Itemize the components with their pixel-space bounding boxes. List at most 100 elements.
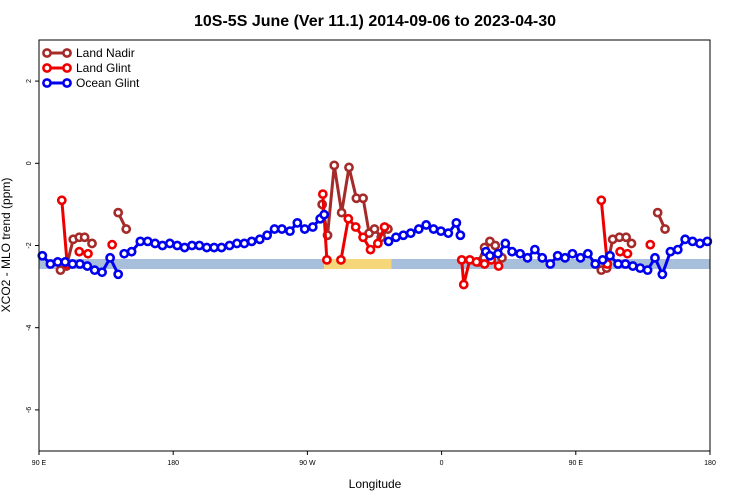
series-0-point xyxy=(626,238,637,249)
series-2-point xyxy=(443,228,454,239)
y-axis-label: XCO2 - MLO trend (ppm) xyxy=(0,178,13,313)
series-1-line-0 xyxy=(60,200,69,265)
series-2-point xyxy=(702,236,713,247)
series-2-point xyxy=(216,242,227,253)
series-1-point xyxy=(622,248,633,259)
series-2-point xyxy=(567,248,578,259)
series-1-point xyxy=(458,279,469,290)
series-2-point xyxy=(246,236,257,247)
series-2-point xyxy=(642,265,653,276)
series-1-line-3 xyxy=(321,194,329,260)
x-tick-label-1: 180 xyxy=(167,460,179,467)
series-2-point xyxy=(451,217,462,228)
series-2 xyxy=(37,209,713,280)
legend-marker-0 xyxy=(62,48,72,58)
series-2-point xyxy=(105,252,116,263)
series-2-point xyxy=(657,269,668,280)
series-0-point xyxy=(336,207,347,218)
x-axis: 90 E 180 90 W 0 90 E 180 xyxy=(32,451,716,467)
series-0-point xyxy=(490,240,501,251)
series-2-point xyxy=(500,238,511,249)
series-1-point xyxy=(365,244,376,255)
series-2-point xyxy=(113,269,124,280)
series-2-point xyxy=(307,222,318,232)
y-tick-label-3: 0 xyxy=(26,161,33,165)
series-1-point xyxy=(83,248,93,259)
series-1-point xyxy=(379,222,390,232)
series-1-point xyxy=(350,222,361,232)
series-0-point xyxy=(121,224,132,234)
series-2-point xyxy=(582,248,593,259)
series-1-point xyxy=(336,254,346,265)
series-2-point xyxy=(590,259,601,269)
plot-series xyxy=(37,160,713,290)
series-2-point xyxy=(455,230,466,241)
series-2-point xyxy=(285,226,295,237)
series-1-point xyxy=(358,232,368,243)
series-2-point xyxy=(529,244,540,255)
series-2-point xyxy=(299,224,310,234)
y-tick-label-4: 2 xyxy=(26,79,33,83)
series-1-point xyxy=(317,189,328,200)
x-axis-label: Longitude xyxy=(349,477,402,491)
legend-marker-2 xyxy=(42,78,52,88)
x-tick-label-3: 0 xyxy=(440,460,444,467)
series-2-point xyxy=(97,267,107,278)
legend-marker-2 xyxy=(62,78,72,88)
series-2-point xyxy=(672,244,683,255)
series-2-point xyxy=(126,246,137,257)
series-2-point xyxy=(485,250,495,261)
y-axis: -6 -4 -2 0 2 xyxy=(26,79,39,413)
series-2-point xyxy=(575,252,586,263)
series-2-point xyxy=(405,228,416,239)
series-2-point xyxy=(421,220,432,230)
series-2-point xyxy=(522,252,533,263)
y-tick-label-1: -4 xyxy=(26,324,33,330)
series-2-point xyxy=(277,224,287,234)
legend-marker-1 xyxy=(42,63,52,73)
series-0-point xyxy=(621,232,632,243)
series-1-point xyxy=(596,195,607,206)
series-1-point xyxy=(456,254,467,265)
series-0-point xyxy=(652,207,663,218)
series-0-point xyxy=(79,232,90,243)
series-1-point xyxy=(107,239,118,250)
x-tick-label-2: 90 W xyxy=(299,460,316,467)
series-2-point xyxy=(413,224,424,234)
y-tick-label-2: -2 xyxy=(26,242,33,248)
series-2-point xyxy=(545,259,556,269)
y-tick-label-0: -6 xyxy=(26,407,33,413)
series-2-point xyxy=(650,252,660,263)
series-2-point xyxy=(292,217,303,228)
series-2-point xyxy=(507,246,517,257)
series-2-point xyxy=(605,250,615,261)
legend-marker-0 xyxy=(42,48,52,58)
series-1-point xyxy=(56,195,67,206)
series-2-point xyxy=(560,252,570,263)
series-1-point xyxy=(471,257,482,267)
series-0-point xyxy=(87,238,97,249)
series-0-point xyxy=(329,160,340,171)
x-tick-label-5: 180 xyxy=(704,460,716,467)
chart-title: 10S-5S June (Ver 11.1) 2014-09-06 to 202… xyxy=(194,13,556,30)
series-2-point xyxy=(537,252,548,263)
series-2-point xyxy=(319,209,330,220)
series-2-point xyxy=(597,254,608,265)
series-2-point xyxy=(254,234,265,245)
series-1-point xyxy=(493,261,504,271)
series-1-point xyxy=(479,259,490,269)
series-0-point xyxy=(369,224,380,234)
series-2-point xyxy=(262,230,273,241)
series-1-point xyxy=(645,239,656,250)
x-tick-label-0: 90 E xyxy=(32,460,47,467)
legend-label-2: Ocean Glint xyxy=(76,76,140,90)
series-1-point xyxy=(74,246,85,257)
series-2-point xyxy=(82,261,93,271)
series-1-point xyxy=(343,213,354,224)
series-2-point xyxy=(383,236,394,247)
x-tick-label-4: 90 E xyxy=(569,460,584,467)
series-0-point xyxy=(113,207,124,218)
legend-marker-1 xyxy=(62,63,72,73)
